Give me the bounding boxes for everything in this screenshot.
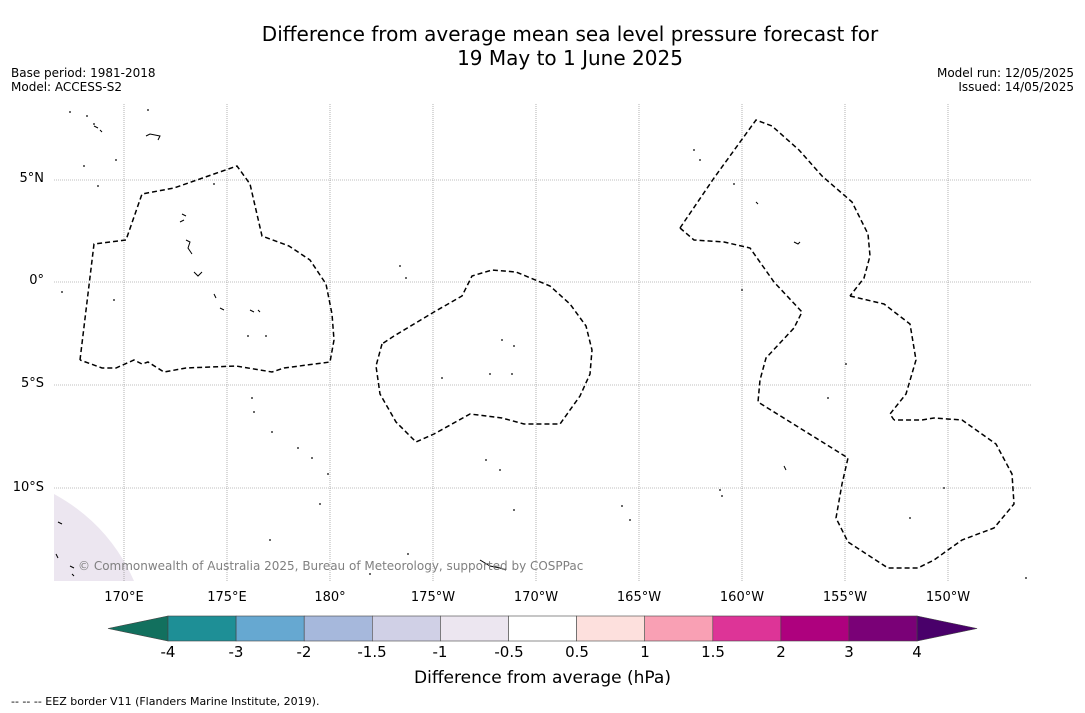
lon-label: 170°E [104,590,144,605]
colorbar-extend-high [916,615,978,642]
lon-label: 170°W [513,590,559,605]
lon-label: 165°W [616,590,662,605]
colorbar-bin [576,615,645,642]
colorbar-tick: 1.5 [701,643,725,661]
colorbar-tick: -0.5 [494,643,524,661]
colorbar-tick: 0.5 [565,643,589,661]
colorbar [107,615,978,642]
lon-label: 175°W [410,590,456,605]
colorbar-tick: -1.5 [357,643,387,661]
colorbar-bin [644,615,714,642]
lat-label: 10°S [12,480,44,495]
island-outlines [55,125,801,577]
colorbar-bin [712,615,782,642]
colorbar-tick: 1 [640,643,650,661]
graticule [54,104,1031,581]
lon-label: 150°W [925,590,971,605]
anomaly-shading [54,494,134,581]
colorbar-tick: 4 [912,643,922,661]
island-dots [61,109,1027,579]
copyright-notice: © Commonwealth of Australia 2025, Bureau… [78,559,584,573]
map-title: Difference from average mean sea level p… [0,22,1085,70]
eez-footnote: -- -- -- EEZ border V11 (Flanders Marine… [11,695,320,708]
issued-date: Issued: 14/05/2025 [958,80,1074,94]
base-period: Base period: 1981-2018 [11,66,156,80]
lat-label: 0° [29,273,44,288]
model-name: Model: ACCESS-S2 [11,80,123,94]
colorbar-bin [780,615,850,642]
lat-label: 5°N [19,171,45,186]
colorbar-tick: -1 [432,643,448,661]
colorbar-bin [508,615,577,642]
colorbar-tick: 3 [844,643,854,661]
colorbar-bin [303,615,373,642]
title-line-1: Difference from average mean sea level p… [261,22,879,46]
lat-label: 5°S [20,376,44,391]
lon-label: 155°W [822,590,868,605]
lon-label: 180° [314,590,346,605]
colorbar-label: Difference from average (hPa) [414,668,671,688]
eez-borders [79,119,1015,569]
map-canvas [54,104,1031,581]
colorbar-bin [167,615,237,642]
lon-label: 160°W [719,590,765,605]
colorbar-extend-low [107,615,169,642]
model-run: Model run: 12/05/2025 [936,66,1074,80]
meta-right: Model run: 12/05/2025 Issued: 14/05/2025 [937,66,1074,94]
title-line-2: 19 May to 1 June 2025 [457,46,683,70]
colorbar-tick: 2 [776,643,786,661]
colorbar-bin [371,615,441,642]
lon-label: 175°E [207,590,247,605]
map-panel [54,104,1031,581]
meta-left: Base period: 1981-2018 Model: ACCESS-S2 [11,66,156,94]
colorbar-bin [848,615,918,642]
colorbar-tick: -4 [160,643,176,661]
colorbar-tick: -2 [296,643,312,661]
colorbar-bin [440,615,509,642]
colorbar-bin [235,615,305,642]
colorbar-tick: -3 [228,643,244,661]
